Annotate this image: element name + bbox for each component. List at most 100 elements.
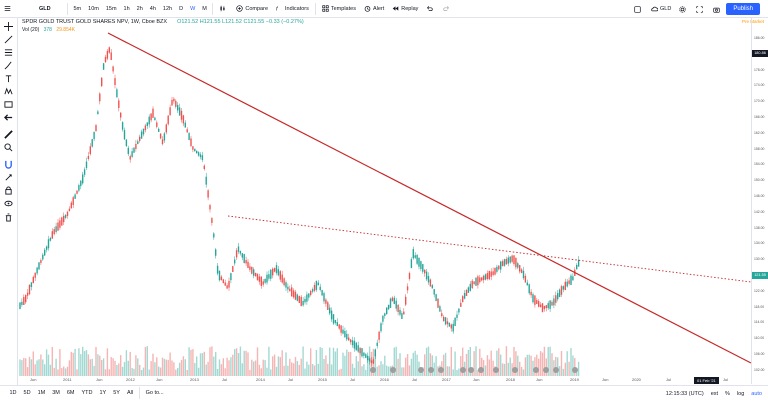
range-6m[interactable]: 6M — [66, 390, 75, 396]
alert-button[interactable]: Alert — [360, 0, 388, 18]
magnet-icon[interactable] — [4, 160, 13, 169]
volume-bar — [572, 355, 574, 376]
dividend-marker[interactable] — [553, 367, 559, 373]
volume-bar — [146, 346, 148, 376]
watchlist-symbol[interactable]: GLD — [647, 0, 675, 18]
ext-toggle[interactable]: ext — [710, 390, 719, 397]
indicators-button[interactable]: f Indicators — [272, 0, 313, 18]
dividend-marker[interactable] — [512, 367, 518, 373]
volume-bar — [97, 354, 99, 376]
interval-15m[interactable]: 15m — [105, 5, 117, 12]
range-1m[interactable]: 1M — [37, 390, 46, 396]
text-icon[interactable] — [4, 74, 13, 83]
candle-body — [395, 300, 397, 309]
interval-W[interactable]: W — [190, 5, 196, 12]
volume-bar — [215, 351, 217, 376]
lock-icon[interactable] — [4, 186, 13, 195]
volume-bar — [182, 356, 185, 376]
price-axis[interactable]: 186.00182.00178.00174.00170.00166.00162.… — [751, 18, 768, 384]
percent-toggle[interactable]: % — [725, 390, 730, 397]
dividend-marker[interactable] — [438, 367, 444, 373]
volume-bar — [530, 355, 532, 376]
volume-bar — [410, 358, 413, 376]
candle-body — [108, 47, 110, 53]
camera-icon — [713, 7, 720, 13]
candle-body — [251, 266, 253, 274]
range-3m[interactable]: 3M — [52, 390, 60, 396]
pattern-icon[interactable] — [4, 87, 13, 96]
interval-D[interactable]: D — [179, 5, 184, 12]
interval-10m[interactable]: 10m — [88, 5, 99, 12]
crosshair-icon[interactable] — [4, 22, 13, 31]
menu-icon[interactable] — [0, 0, 17, 18]
price-chart[interactable] — [18, 18, 751, 384]
redo-button[interactable] — [439, 0, 456, 18]
range-all[interactable]: All — [126, 390, 134, 396]
trash-icon[interactable] — [4, 213, 13, 222]
vol-value-1: 378 — [43, 27, 52, 33]
interval-2h[interactable]: 2h — [136, 5, 143, 12]
dividend-marker[interactable] — [543, 367, 549, 373]
x-tick-label: 2016 — [380, 377, 389, 382]
range-1d[interactable]: 1D — [9, 390, 17, 396]
range-5y[interactable]: 5Y — [113, 390, 120, 396]
interval-5m[interactable]: 5m — [73, 5, 82, 12]
fullscreen-button[interactable] — [692, 0, 709, 18]
dividend-marker[interactable] — [460, 367, 466, 373]
symbol-search-input[interactable]: GLD — [39, 5, 51, 12]
auto-toggle[interactable]: auto — [751, 390, 762, 397]
goto-button[interactable]: Go to... — [145, 390, 164, 396]
compare-button[interactable]: Compare — [232, 0, 272, 18]
prediction-icon[interactable] — [4, 100, 13, 109]
volume-bar — [173, 362, 175, 376]
replay-button[interactable]: Replay — [388, 0, 422, 18]
interval-M[interactable]: M — [202, 5, 207, 12]
vol-value-2: 29.854K — [56, 27, 75, 33]
dividend-marker[interactable] — [468, 367, 474, 373]
layout-button[interactable] — [630, 0, 647, 18]
trendline-icon[interactable] — [4, 35, 13, 44]
range-5d[interactable]: 5D — [23, 390, 31, 396]
interval-1h[interactable]: 1h — [123, 5, 130, 12]
volume-bar — [376, 366, 378, 376]
log-toggle[interactable]: log — [736, 390, 745, 397]
snapshot-button[interactable] — [709, 0, 726, 18]
dividend-marker[interactable] — [428, 367, 434, 373]
publish-button[interactable]: Publish — [726, 3, 760, 15]
dividend-marker[interactable] — [390, 367, 396, 373]
undo-button[interactable] — [422, 0, 439, 18]
candle-body — [308, 293, 310, 298]
candle-body — [285, 282, 287, 288]
dividend-marker[interactable] — [533, 367, 539, 373]
volume-bar — [32, 351, 34, 376]
bar-style-icon[interactable] — [215, 0, 232, 18]
interval-12h[interactable]: 12h — [162, 5, 173, 12]
eye-icon[interactable] — [4, 199, 13, 208]
candle-body — [346, 333, 348, 340]
volume-bar — [247, 352, 249, 376]
volume-bar — [549, 346, 551, 376]
candle-body — [416, 255, 418, 264]
brush-icon[interactable] — [4, 61, 13, 70]
candle-body — [146, 122, 148, 127]
settings-button[interactable] — [675, 0, 692, 18]
range-1y[interactable]: 1Y — [99, 390, 107, 396]
dotted-trendline[interactable] — [227, 215, 751, 283]
zoom-icon[interactable] — [4, 143, 13, 152]
main-trendline[interactable] — [107, 32, 751, 364]
fib-icon[interactable] — [4, 48, 13, 57]
range-ytd[interactable]: YTD — [81, 390, 93, 396]
templates-button[interactable]: Templates — [318, 0, 360, 18]
interval-4h[interactable]: 4h — [149, 5, 156, 12]
dividend-marker[interactable] — [572, 367, 578, 373]
volume-bar — [460, 356, 462, 376]
volume-bar — [120, 355, 122, 376]
arrow-left-icon[interactable] — [4, 113, 13, 122]
ruler-icon[interactable] — [4, 130, 13, 139]
dividend-marker[interactable] — [493, 367, 499, 373]
stay-drawing-icon[interactable] — [4, 173, 13, 182]
dividend-marker[interactable] — [370, 367, 376, 373]
time-axis[interactable]: Jun 2011 Jun 2012 Jun 2013 Jul 2014 Jul 2015 Jul 20… — [18, 376, 751, 385]
dividend-marker[interactable] — [478, 367, 484, 373]
dividend-marker[interactable] — [418, 367, 424, 373]
